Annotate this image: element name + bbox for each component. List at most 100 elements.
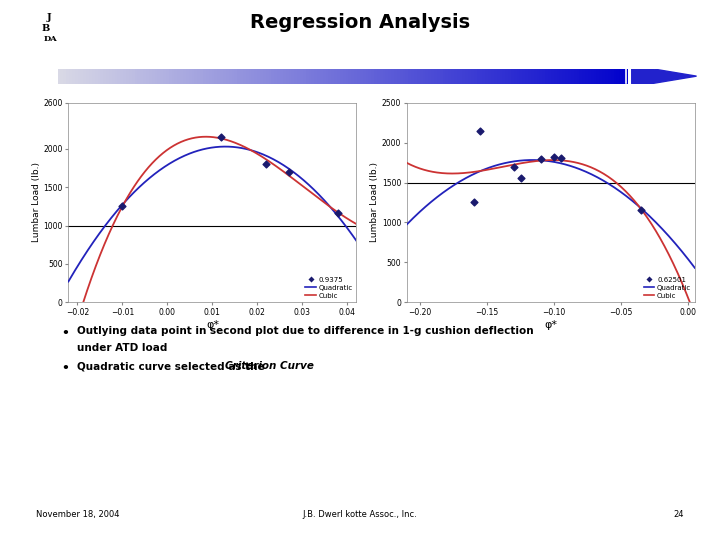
Bar <box>554 69 557 84</box>
Bar <box>140 69 144 84</box>
Bar <box>491 69 495 84</box>
Bar <box>192 69 195 84</box>
Bar <box>391 69 395 84</box>
Point <box>515 173 526 182</box>
Bar <box>72 69 76 84</box>
Bar <box>522 69 526 84</box>
Bar <box>254 69 258 84</box>
Bar <box>323 69 326 84</box>
Bar <box>588 69 591 84</box>
Bar <box>534 69 537 84</box>
Bar <box>619 69 623 84</box>
Text: Outlying data point in second plot due to difference in 1-g cushion deflection: Outlying data point in second plot due t… <box>77 326 534 336</box>
Bar <box>622 69 626 84</box>
Bar <box>616 69 620 84</box>
Bar <box>189 69 192 84</box>
Text: B: B <box>41 24 50 33</box>
Bar <box>385 69 389 84</box>
Bar <box>86 69 89 84</box>
Bar <box>388 69 392 84</box>
Bar <box>138 69 141 84</box>
Bar <box>106 69 109 84</box>
Point <box>508 162 520 171</box>
Bar <box>297 69 301 84</box>
Bar <box>611 69 614 84</box>
Bar <box>257 69 261 84</box>
Text: Quadratic curve selected as the: Quadratic curve selected as the <box>77 361 269 372</box>
Bar <box>180 69 184 84</box>
Bar <box>613 69 617 84</box>
Bar <box>531 69 534 84</box>
Bar <box>200 69 204 84</box>
Text: •: • <box>61 327 69 340</box>
Bar <box>197 69 201 84</box>
Bar <box>351 69 355 84</box>
Bar <box>280 69 284 84</box>
Bar <box>440 69 444 84</box>
Bar <box>591 69 594 84</box>
Bar <box>161 69 163 84</box>
Bar <box>103 69 107 84</box>
Bar <box>431 69 435 84</box>
Bar <box>625 69 629 84</box>
Bar <box>78 69 81 84</box>
Bar <box>300 69 303 84</box>
Bar <box>292 69 295 84</box>
Bar <box>514 69 517 84</box>
Bar <box>379 69 383 84</box>
Bar <box>525 69 528 84</box>
Bar <box>511 69 515 84</box>
Bar <box>402 69 406 84</box>
Bar <box>568 69 572 84</box>
Bar <box>360 69 364 84</box>
Legend: 0.62501, Quadratic, Cubic: 0.62501, Quadratic, Cubic <box>644 277 691 299</box>
Legend: 0.9375, Quadratic, Cubic: 0.9375, Quadratic, Cubic <box>305 277 353 299</box>
Bar <box>565 69 569 84</box>
Bar <box>209 69 212 84</box>
Bar <box>286 69 289 84</box>
Bar <box>94 69 98 84</box>
Text: 24: 24 <box>673 510 684 519</box>
Bar <box>168 69 172 84</box>
Bar <box>114 69 118 84</box>
Bar <box>92 69 95 84</box>
Bar <box>608 69 611 84</box>
Bar <box>485 69 489 84</box>
Bar <box>596 69 600 84</box>
X-axis label: φ*: φ* <box>544 320 557 330</box>
Bar <box>400 69 403 84</box>
Bar <box>577 69 580 84</box>
Bar <box>183 69 186 84</box>
Bar <box>311 69 315 84</box>
Bar <box>420 69 423 84</box>
Point <box>333 209 344 218</box>
Bar <box>405 69 409 84</box>
Bar <box>366 69 369 84</box>
Bar <box>84 69 87 84</box>
Bar <box>274 69 278 84</box>
Text: J.B. Dwerl kotte Assoc., Inc.: J.B. Dwerl kotte Assoc., Inc. <box>302 510 418 519</box>
Bar <box>559 69 563 84</box>
Bar <box>325 69 329 84</box>
Bar <box>220 69 224 84</box>
Bar <box>63 69 67 84</box>
Bar <box>117 69 121 84</box>
Bar <box>123 69 127 84</box>
Bar <box>582 69 586 84</box>
Bar <box>174 69 178 84</box>
Text: under ATD load: under ATD load <box>77 343 168 353</box>
Bar <box>528 69 531 84</box>
Bar <box>69 69 73 84</box>
Bar <box>308 69 312 84</box>
Bar <box>194 69 198 84</box>
Bar <box>186 69 189 84</box>
Bar <box>89 69 92 84</box>
Bar <box>585 69 588 84</box>
Bar <box>66 69 70 84</box>
Bar <box>505 69 509 84</box>
Bar <box>294 69 298 84</box>
Bar <box>100 69 104 84</box>
Bar <box>129 69 132 84</box>
Bar <box>580 69 583 84</box>
Bar <box>605 69 608 84</box>
